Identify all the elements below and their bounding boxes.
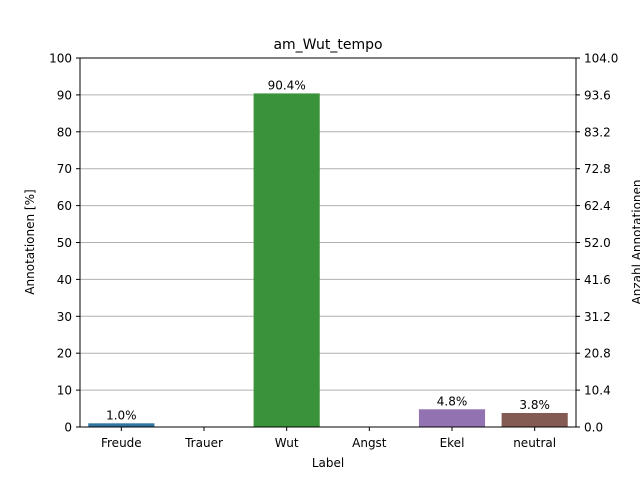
y-right-tick-label: 104.0 [584,52,618,66]
x-tick-label: Trauer [184,436,223,450]
y-tick-label: 70 [57,162,72,176]
y-right-tick-label: 10.4 [584,384,611,398]
x-tick-label: Ekel [440,436,465,450]
y-tick-label: 20 [57,347,72,361]
data-labels: 1.0% 90.4% 4.8% 3.8% [106,78,550,422]
y-tick-label: 100 [49,52,72,66]
bars [88,93,568,427]
y-tick-label: 40 [57,273,72,287]
data-label: 3.8% [519,398,550,412]
y-right-tick-label: 72.8 [584,162,611,176]
y-tick-label: 10 [57,384,72,398]
bar-ekel [418,409,486,427]
y-axis-right: 0.0 10.4 20.8 31.2 41.6 52.0 62.4 72.8 83.2 93.6 1… [576,52,618,435]
x-tick-label: neutral [513,436,556,450]
x-tick-label: Wut [275,436,299,450]
y-right-tick-label: 41.6 [584,273,611,287]
y-tick-label: 0 [64,421,72,435]
y-tick-label: 30 [57,310,72,324]
data-label: 90.4% [268,78,306,92]
y-axis-label: Annotationen [%] [23,189,37,294]
chart-title: am_Wut_tempo [273,37,382,53]
y-tick-label: 60 [57,199,72,213]
data-label: 1.0% [106,408,137,422]
y-tick-label: 50 [57,236,72,250]
y-right-tick-label: 20.8 [584,347,611,361]
y-axis-left: 0 10 20 30 40 50 60 70 80 90 100 [49,52,80,435]
data-label: 4.8% [437,394,468,408]
y-axis-right-label: Anzahl Annotationen [630,179,640,304]
y-right-tick-label: 83.2 [584,125,611,139]
gridlines [80,57,576,428]
bar-freude [88,423,155,427]
y-right-tick-label: 52.0 [584,236,611,250]
y-right-tick-label: 93.6 [584,88,611,102]
y-right-tick-label: 62.4 [584,199,611,213]
bar-wut [253,93,320,427]
x-tick-label: Freude [101,436,142,450]
y-right-tick-label: 31.2 [584,310,611,324]
x-axis-label: Label [312,456,344,470]
y-right-tick-label: 0.0 [584,421,603,435]
y-tick-label: 90 [57,88,72,102]
bar-neutral [501,412,568,427]
y-tick-label: 80 [57,125,72,139]
x-tick-label: Angst [352,436,387,450]
x-axis: Freude Trauer Wut Angst Ekel neutral [101,427,556,450]
